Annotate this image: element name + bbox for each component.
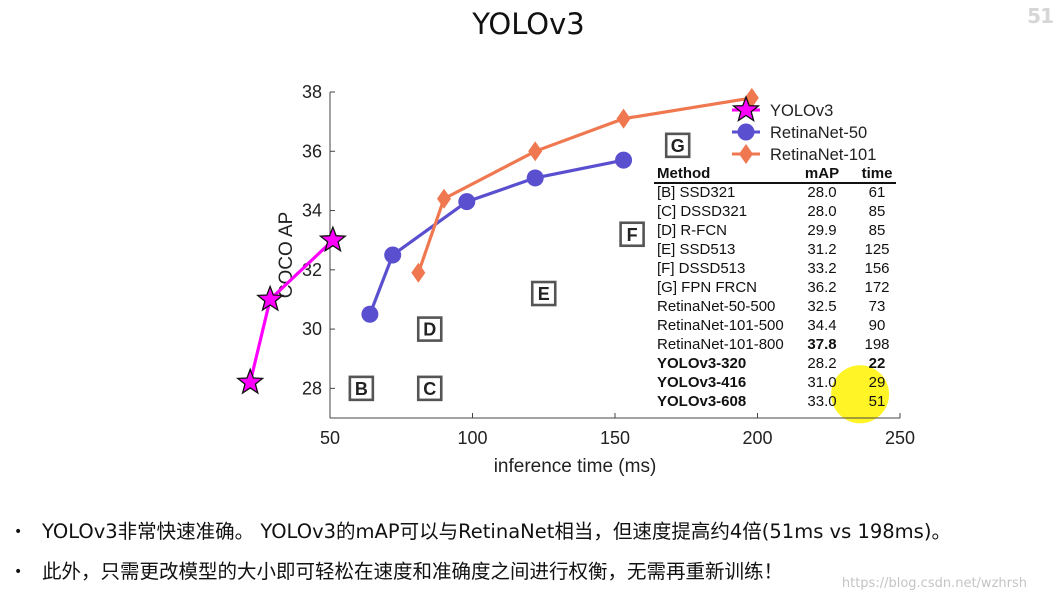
bullet-text: YOLOv3非常快速准确。 YOLOv3的mAP可以与RetinaNet相当，但… (42, 520, 951, 543)
table-cell-time: 125 (864, 241, 889, 258)
table-cell-method: YOLOv3-416 (657, 374, 746, 391)
page-number-badge: 51 (1027, 4, 1054, 28)
legend-marker-retinanet-50 (737, 123, 755, 141)
y-tick-label: 28 (302, 378, 322, 398)
bullet-item: • 此外，只需更改模型的大小即可轻松在速度和准确度之间进行权衡，无需再重新训练！ (14, 552, 1054, 592)
table-cell-method: YOLOv3-320 (657, 355, 746, 372)
bullet-item: • YOLOv3非常快速准确。 YOLOv3的mAP可以与RetinaNet相当… (14, 512, 1054, 552)
x-tick-label: 100 (457, 428, 487, 448)
table-cell-method: [E] SSD513 (657, 241, 735, 258)
method-box-d (416, 316, 443, 342)
data-point-yolov3 (236, 367, 265, 395)
data-point-retinanet-101 (437, 188, 451, 209)
legend-label: YOLOv3 (770, 102, 833, 120)
bullet-list: • YOLOv3非常快速准确。 YOLOv3的mAP可以与RetinaNet相当… (14, 512, 1054, 592)
speed-accuracy-chart: 50 100 150 200 250 28 30 32 34 36 38 inference time… (236, 82, 915, 477)
y-tick-label: 30 (302, 319, 322, 339)
method-box-e (530, 280, 557, 307)
watermark: https://blog.csdn.net/wzhrsh (841, 576, 1027, 591)
bullet-dot: • (14, 524, 23, 540)
table-cell-method: [D] R-FCN (657, 222, 727, 239)
table-cell-time: 22 (869, 355, 886, 372)
table-cell-map: 34.4 (807, 317, 836, 334)
table-cell-time: 198 (864, 336, 889, 353)
legend-label: RetinaNet-101 (770, 146, 876, 164)
table-cell-map: 31.0 (807, 374, 836, 391)
legend-marker-retinanet-101 (739, 144, 753, 164)
method-box-label: C (423, 379, 436, 399)
table-cell-map: 37.8 (807, 336, 836, 353)
data-point-retinanet-50 (458, 193, 476, 211)
method-box-c (416, 375, 443, 402)
y-tick-label: 38 (302, 82, 322, 102)
y-tick-label: 34 (302, 201, 322, 221)
method-box-label: E (538, 284, 550, 304)
data-point-retinanet-50 (526, 169, 544, 187)
table-cell-method: [C] DSSD321 (657, 203, 747, 220)
table-cell-method: [G] FPN FRCN (657, 279, 757, 296)
table-cell-method: RetinaNet-50-500 (657, 298, 775, 315)
data-point-retinanet-50 (361, 305, 379, 323)
y-tick-label: 36 (302, 141, 322, 161)
method-box-label: B (355, 379, 368, 399)
slide-title: YOLOv3 (472, 7, 585, 41)
table-cell-time: 85 (869, 203, 886, 220)
x-tick-label: 150 (600, 428, 630, 448)
data-point-retinanet-101 (528, 141, 543, 162)
table-cell-method: YOLOv3-608 (657, 393, 746, 410)
table-cell-time: 51 (869, 393, 886, 410)
table-cell-map: 31.2 (807, 241, 836, 258)
method-box-label: F (627, 225, 638, 245)
method-box-f (619, 221, 645, 248)
table-cell-time: 172 (864, 279, 889, 296)
table-cell-map: 28.0 (807, 203, 836, 220)
table-cell-time: 156 (864, 260, 889, 277)
table-cell-map: 28.2 (807, 355, 836, 372)
table-cell-method: [F] DSSD513 (657, 260, 745, 277)
data-point-yolov3 (256, 284, 285, 312)
bullet-dot: • (14, 564, 23, 580)
table-cell-method: [B] SSD321 (657, 184, 735, 201)
data-point-retinanet-50 (615, 151, 633, 169)
table-cell-map: 33.2 (807, 260, 836, 277)
table-cell-time: 29 (869, 374, 886, 391)
method-box-g (664, 132, 691, 159)
legend-marker-yolov3 (731, 95, 761, 122)
data-point-yolov3 (318, 225, 347, 253)
table-header-method: Method (657, 165, 710, 182)
x-tick-label: 250 (885, 428, 915, 448)
table-cell-map: 33.0 (807, 393, 836, 410)
series-line-retinanet-50 (368, 158, 624, 315)
method-box-label: D (423, 320, 436, 340)
table-header-time: time (862, 165, 893, 182)
table-header-map: mAP (805, 165, 839, 182)
cursor-highlight (831, 365, 890, 424)
x-tick-label: 50 (320, 428, 340, 448)
table-cell-time: 90 (869, 317, 886, 334)
bullet-text: 此外，只需更改模型的大小即可轻松在速度和准确度之间进行权衡，无需再重新训练！ (42, 560, 784, 583)
table-cell-time: 85 (869, 222, 886, 239)
table-cell-time: 73 (869, 298, 886, 315)
data-point-retinanet-101 (411, 262, 426, 283)
x-tick-label: 200 (742, 428, 772, 448)
method-box-label: G (671, 136, 685, 156)
table-cell-map: 36.2 (807, 279, 836, 296)
table-cell-time: 61 (869, 184, 886, 201)
table-cell-method: RetinaNet-101-500 (657, 317, 784, 334)
table-cell-map: 29.9 (807, 222, 836, 239)
data-point-retinanet-101 (616, 108, 631, 129)
method-box-b (348, 375, 375, 402)
table-cell-map: 32.5 (807, 298, 836, 315)
y-axis-label: COCO AP (276, 212, 297, 299)
data-point-retinanet-50 (384, 246, 402, 264)
table-cell-method: RetinaNet-101-800 (657, 336, 784, 353)
legend-label: RetinaNet-50 (770, 124, 867, 142)
x-axis-label: inference time (ms) (494, 456, 657, 477)
table-cell-map: 28.0 (807, 184, 836, 201)
y-tick-label: 32 (302, 260, 322, 280)
